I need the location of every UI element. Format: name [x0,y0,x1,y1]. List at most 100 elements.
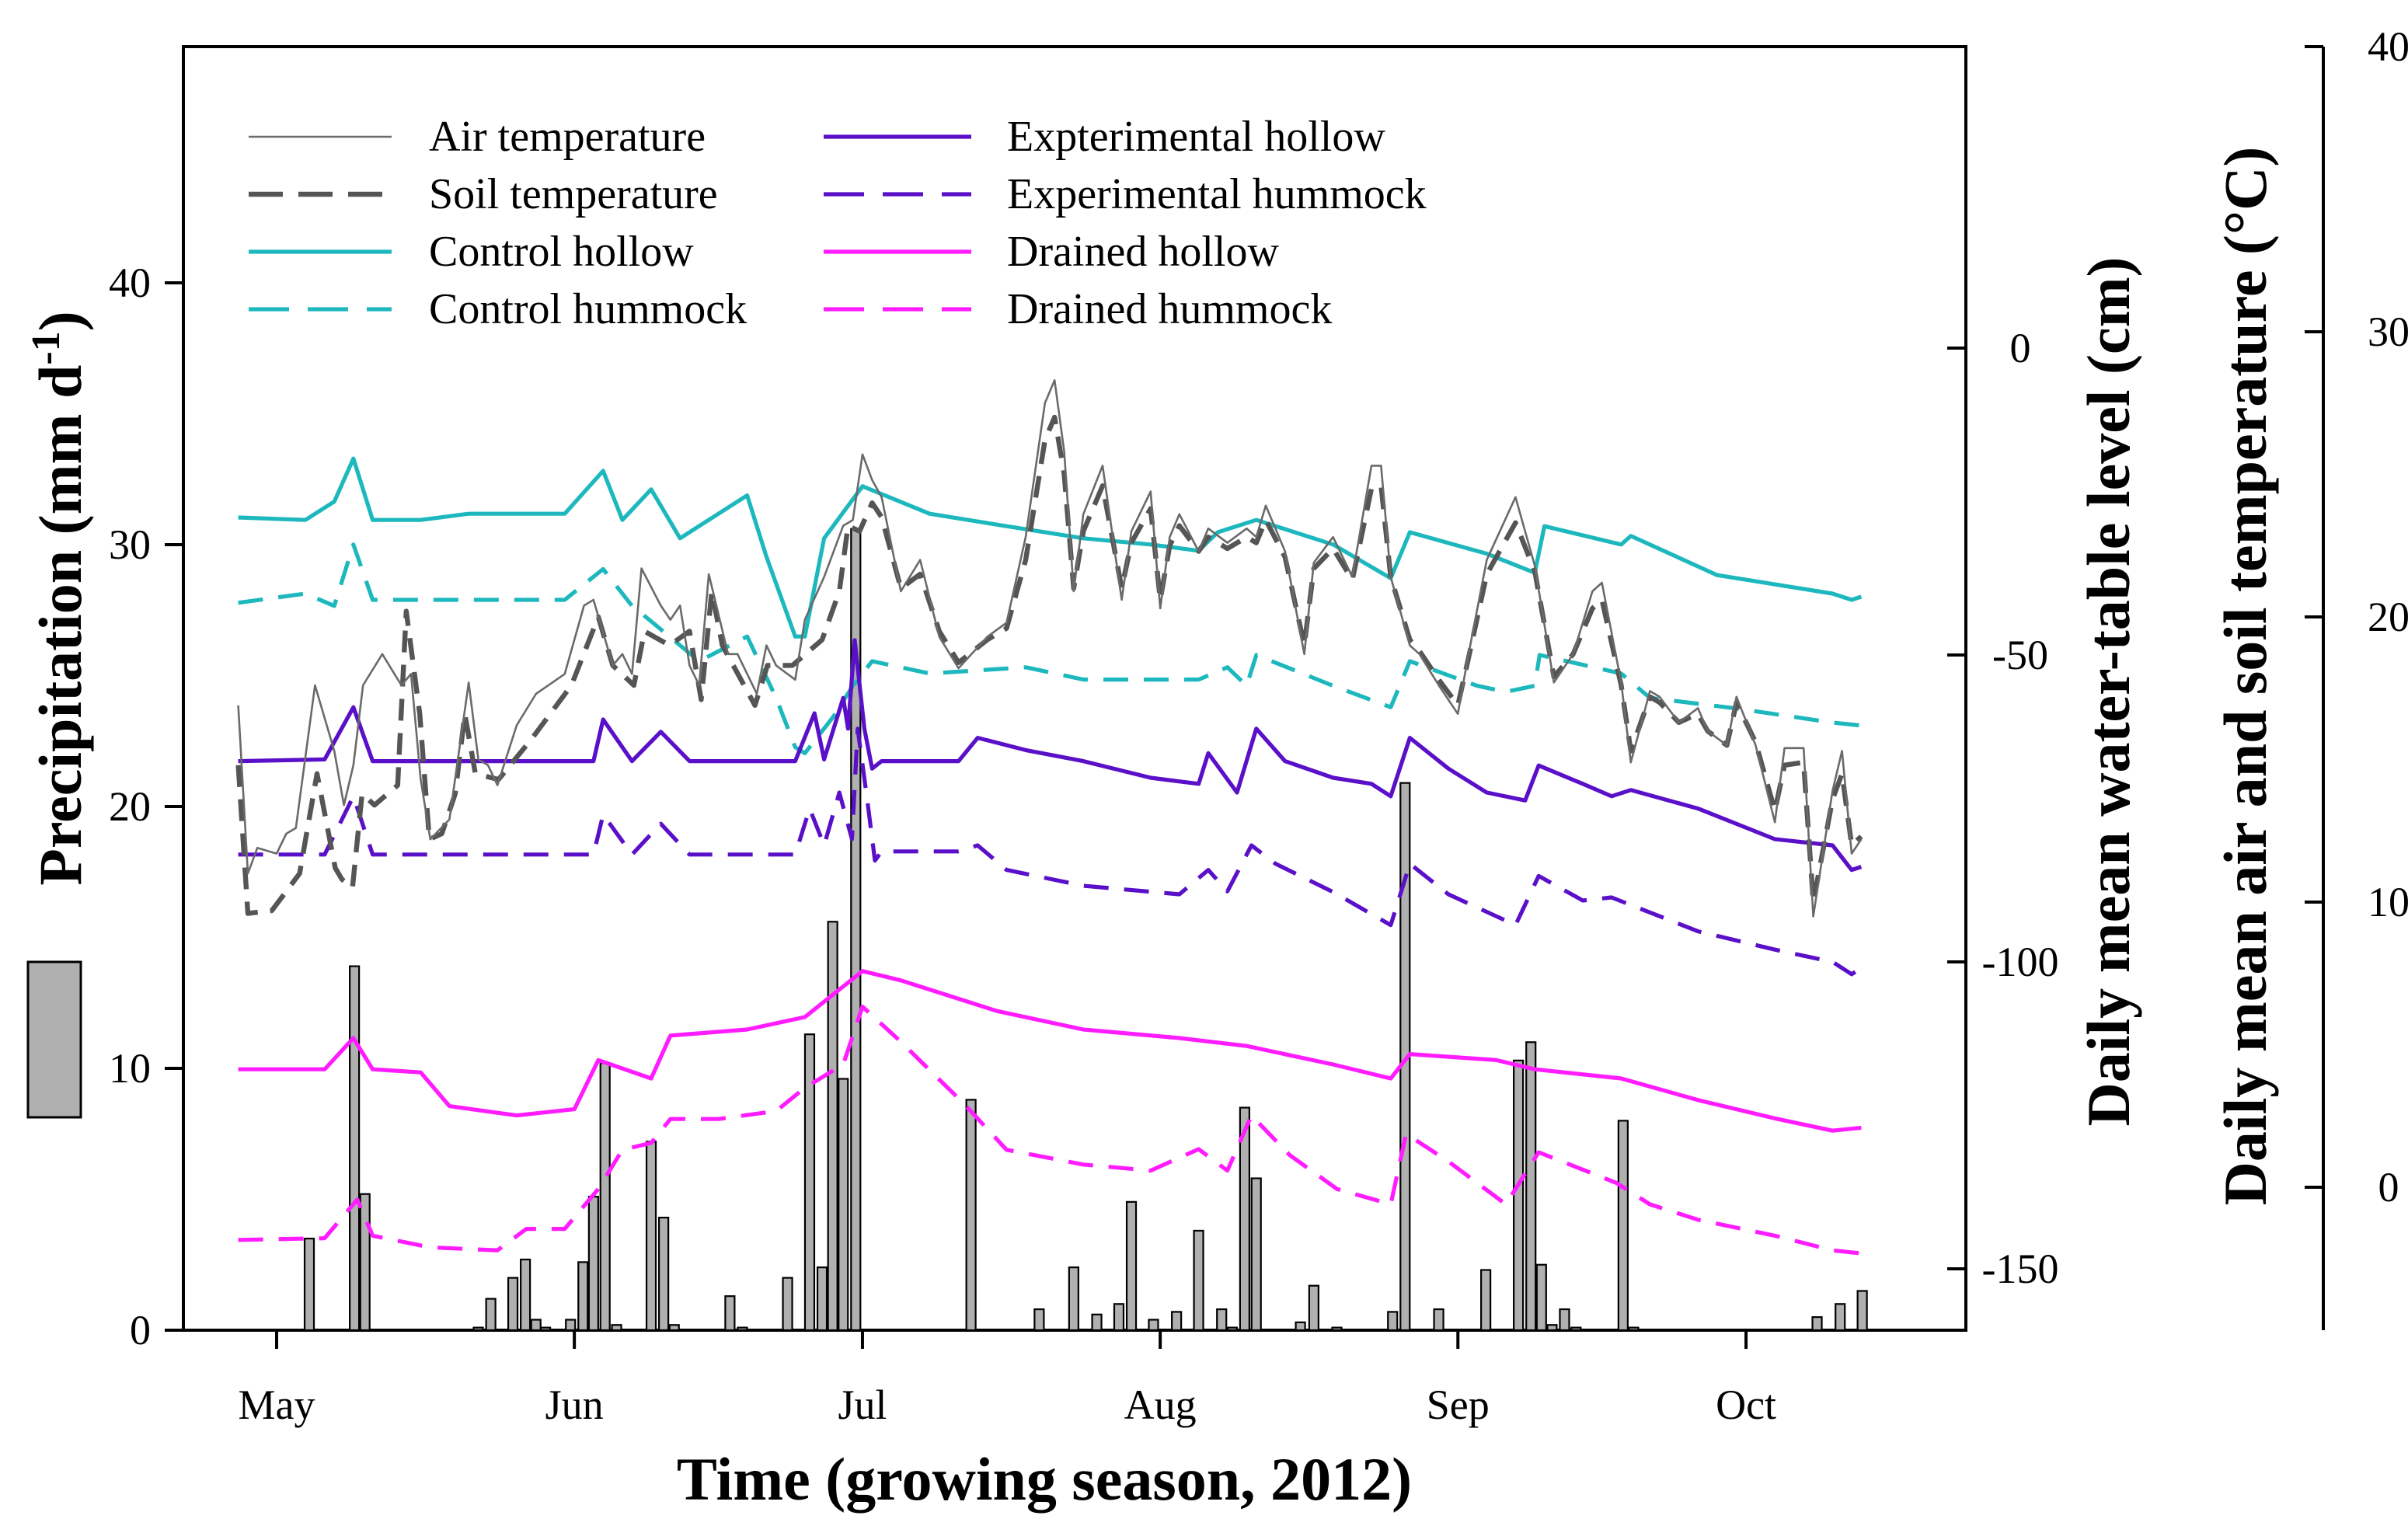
precipitation-bar [1033,1308,1045,1332]
precipitation-bar [303,1237,315,1332]
precipitation-bars [303,528,1868,1332]
x-tick-label: Aug [1124,1381,1197,1428]
line-control-hollow [238,456,1863,639]
legend-label-exp-hollow: Expterimental hollow [1007,113,1385,161]
precipitation-bar [1513,1059,1525,1332]
precipitation-bar [1628,1326,1640,1332]
precipitation-bar [645,1141,657,1332]
precipitation-bar [1193,1229,1204,1332]
precipitation-bar [1387,1311,1399,1332]
left-axis-title-main: Precipitation (mm d [26,365,94,886]
precipitation-bar [485,1298,497,1332]
precipitation-bar [803,1033,816,1332]
precipitation-bar [565,1319,577,1332]
precipitation-bar [1856,1290,1868,1332]
precipitation-legend-swatch [26,960,82,1119]
left-y-tick-label: 10 [109,1045,151,1092]
precipitation-bar [658,1216,670,1332]
precipitation-bar [1617,1120,1629,1332]
legend-label-exp-hummock: Experimental hummock [1007,170,1427,218]
precipitation-bar [1226,1326,1238,1332]
precipitation-bar [1295,1321,1306,1332]
right-water-table-tick-label: -50 [1992,632,2048,678]
precipitation-bar [827,921,838,1332]
precipitation-bar [530,1319,542,1332]
legend: Air temperature Soil temperature Control h… [249,113,1427,333]
precipitation-bar [1525,1041,1537,1332]
precipitation-bar [1239,1106,1250,1332]
x-tick-label: Oct [1716,1381,1776,1428]
precipitation-bar [1308,1284,1319,1332]
left-y-tick-label: 0 [130,1307,151,1354]
precipitation-bar [1559,1308,1570,1332]
right-water-table-tick-label: -100 [1982,939,2059,985]
x-tick-label: Sep [1427,1381,1490,1428]
left-y-tick-label: 20 [109,783,151,830]
x-tick-label: May [239,1381,315,1428]
right-axis-title-water-table: Daily mean water-table level (cm) [2075,256,2142,1126]
x-tick-label: Jul [838,1381,887,1428]
left-axis-title: Precipitation (mm d-1) [24,311,94,885]
precipitation-bar [587,1196,599,1332]
precipitation-bar [1811,1316,1823,1332]
legend-label-control-hollow: Control hollow [429,228,694,276]
precipitation-bar [472,1326,484,1332]
precipitation-bar [539,1326,552,1332]
precipitation-bar [782,1277,793,1332]
right-temperature-tick-label: 10 [2368,879,2408,925]
x-axis-title: Time (growing season, 2012) [677,1445,1412,1513]
precipitation-bar [816,1266,828,1332]
legend-label-control-hummock: Control hummock [429,285,747,333]
precipitation-bar [1113,1303,1125,1332]
precipitation-bar [611,1324,622,1332]
left-y-tick-label: 30 [109,521,151,568]
line-control-hummock [238,542,1862,755]
right-water-table-tick-label: -150 [1982,1246,2059,1292]
right-temperature-tick-label: 30 [2368,308,2408,355]
line-exp-hollow [238,638,1863,873]
right-axis-title-temperature: Daily mean air and soil temperature (°C) [2211,147,2279,1206]
legend-label-drained-hummock: Drained hummock [1007,285,1332,333]
right-temperature-tick-label: 40 [2368,23,2408,70]
precipitation-bar [1570,1326,1582,1332]
left-axis-title-superscript: -1 [24,331,68,364]
legend-label-air: Air temperature [429,113,706,161]
precipitation-bar [520,1258,531,1332]
precipitation-bar [1148,1319,1159,1332]
line-soil-temperature [235,414,1863,916]
precipitation-bar [349,965,361,1332]
precipitation-bar [1250,1177,1262,1332]
right-water-table-tick-label: 0 [2010,325,2031,371]
precipitation-bar [1480,1269,1492,1332]
precipitation-bar [1091,1313,1103,1332]
series-lines [235,379,1863,1256]
precipitation-bar [1171,1311,1183,1332]
x-tick-label: Jun [545,1381,604,1428]
line-exp-hummock [238,726,1863,977]
line-drained-hummock [238,1005,1862,1256]
precipitation-bar [577,1261,589,1332]
precipitation-bar [737,1326,748,1332]
precipitation-bar [668,1324,680,1332]
left-y-tick-label: 40 [109,260,151,306]
precipitation-bar [1546,1324,1558,1332]
legend-label-drained-hollow: Drained hollow [1007,228,1279,276]
precipitation-bar [599,1062,611,1332]
precipitation-bar [1216,1308,1228,1332]
right-temperature-tick-label: 0 [2378,1164,2399,1211]
precipitation-bar [1835,1303,1846,1332]
precipitation-bar [359,1193,371,1332]
left-axis-title-end: ) [26,311,94,331]
right-temperature-tick-label: 20 [2368,594,2408,640]
axis-ticks: May Jun Jul Aug Sep Oct 0 10 20 30 40 0 -50 -100 -150 0… [109,23,2408,1428]
legend-label-soil: Soil temperature [429,170,718,218]
precipitation-bar [507,1277,519,1332]
precipitation-bar [1433,1308,1444,1332]
precipitation-bar [1125,1200,1138,1332]
precipitation-bar [1331,1326,1343,1332]
line-drained-hollow [238,969,1862,1133]
precipitation-bar [838,1078,849,1332]
precipitation-bar [1068,1266,1079,1332]
precipitation-bar [724,1295,736,1332]
